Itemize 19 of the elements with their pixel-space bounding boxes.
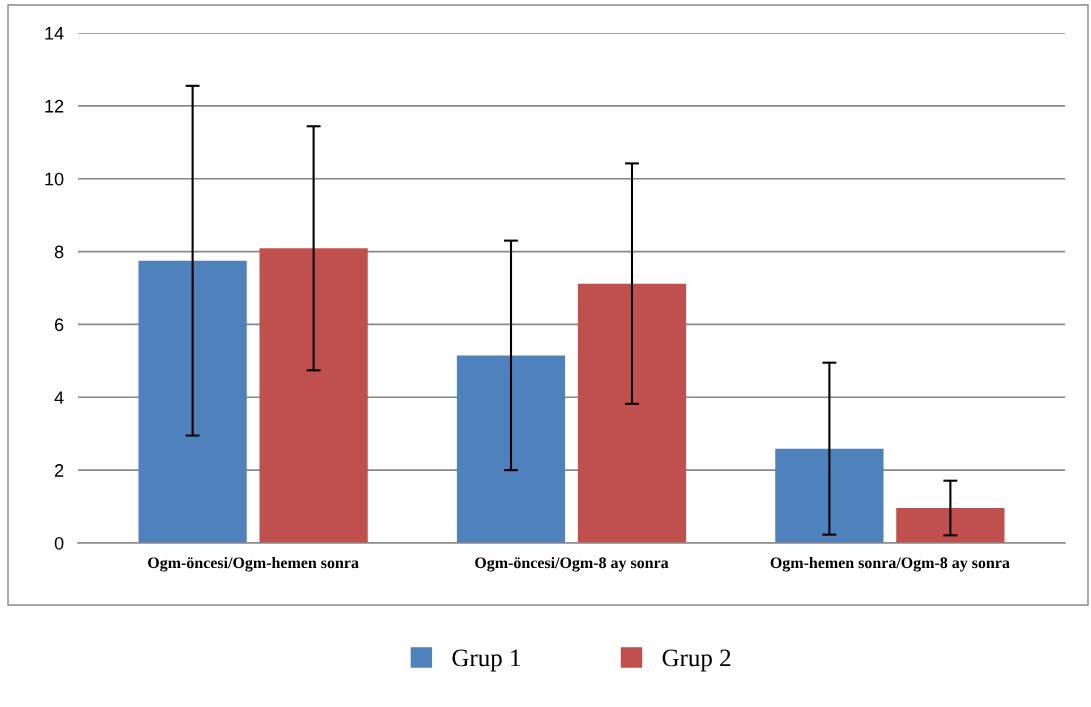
bar [138,260,247,543]
y-tick-label: 6 [54,318,64,332]
y-tick-label: 2 [54,464,64,477]
y-tick-label: 14 [45,27,64,40]
y-tick-label: 4 [54,391,64,404]
bar [577,283,687,543]
bar [896,508,1005,543]
y-tick-label: 0 [54,536,64,550]
x-tick-label: Ogm-hemen sonra/Ogm-8 ay sonra [770,556,1010,572]
y-tick-label: 12 [45,99,64,113]
bar [456,355,566,543]
x-tick-label: Ogm-öncesi/Ogm-8 ay sonra [475,556,669,572]
bar [259,248,368,543]
y-tick-label: 10 [45,172,64,186]
legend-label: Grup 1 [452,649,520,672]
y-tick-label: 8 [54,245,64,259]
legend-label: Grup 2 [662,649,731,672]
x-tick-label: Ogm-öncesi/Ogm-hemen sonra [148,556,359,572]
bar [775,448,884,543]
